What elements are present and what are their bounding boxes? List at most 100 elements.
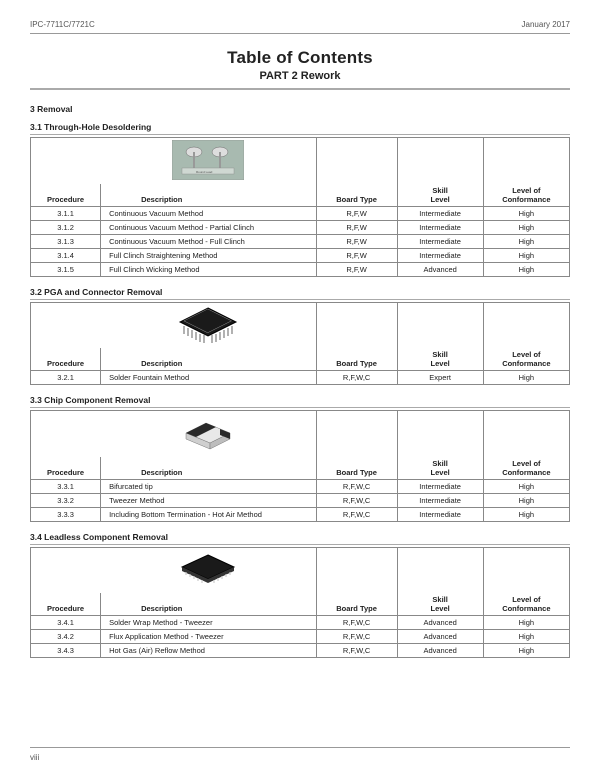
table-row: 3.2.1Solder Fountain MethodR,F,W,CExpert…: [31, 371, 570, 385]
col-description-header: Description: [101, 348, 317, 371]
col-boardtype-header: Board Type: [316, 348, 397, 371]
table-row: 3.1.1Continuous Vacuum MethodR,F,WInterm…: [31, 206, 570, 220]
col-description-header: Description: [101, 593, 317, 616]
cell-conformance: High: [483, 479, 569, 493]
page-header: IPC-7711C/7721C January 2017: [30, 20, 570, 34]
cell-procedure: 3.3.3: [31, 507, 101, 521]
col-procedure-header: Procedure: [31, 593, 101, 616]
chip-icon: [101, 411, 317, 457]
col-conformance-header: Level ofConformance: [483, 184, 569, 207]
cell-boardtype: R,F,W,C: [316, 616, 397, 630]
procedure-table: ProcedureDescriptionBoard TypeSkillLevel…: [30, 137, 570, 277]
cell-description: Bifurcated tip: [101, 479, 317, 493]
cell-skill: Expert: [397, 371, 483, 385]
tables-container: 3.1 Through-Hole DesolderingProcedureDes…: [30, 122, 570, 658]
subsection-heading: 3.4 Leadless Component Removal: [30, 532, 570, 545]
cell-skill: Advanced: [397, 262, 483, 276]
col-description-header: Description: [101, 184, 317, 207]
col-description-header: Description: [101, 457, 317, 480]
table-row: 3.3.1Bifurcated tipR,F,W,CIntermediateHi…: [31, 479, 570, 493]
cell-procedure: 3.1.4: [31, 248, 101, 262]
cell-description: Solder Wrap Method - Tweezer: [101, 616, 317, 630]
cell-boardtype: R,F,W: [316, 220, 397, 234]
cell-conformance: High: [483, 371, 569, 385]
page-subtitle: PART 2 Rework: [30, 70, 570, 82]
col-skill-header: SkillLevel: [397, 348, 483, 371]
cell-skill: Intermediate: [397, 507, 483, 521]
subsection-heading: 3.1 Through-Hole Desoldering: [30, 122, 570, 135]
leadless-icon: [101, 547, 317, 593]
table-row: 3.4.3Hot Gas (Air) Reflow MethodR,F,W,CA…: [31, 644, 570, 658]
cell-boardtype: R,F,W,C: [316, 507, 397, 521]
table-row: 3.1.3Continuous Vacuum Method - Full Cli…: [31, 234, 570, 248]
col-skill-header: SkillLevel: [397, 593, 483, 616]
cell-boardtype: R,F,W,C: [316, 644, 397, 658]
cell-description: Including Bottom Termination - Hot Air M…: [101, 507, 317, 521]
col-conformance-header: Level ofConformance: [483, 593, 569, 616]
col-skill-header: SkillLevel: [397, 184, 483, 207]
table-row: 3.4.2Flux Application Method - TweezerR,…: [31, 630, 570, 644]
cell-conformance: High: [483, 248, 569, 262]
cell-skill: Intermediate: [397, 220, 483, 234]
cell-boardtype: R,F,W,C: [316, 371, 397, 385]
cell-procedure: 3.1.1: [31, 206, 101, 220]
col-boardtype-header: Board Type: [316, 184, 397, 207]
cell-boardtype: R,F,W: [316, 234, 397, 248]
cell-conformance: High: [483, 262, 569, 276]
cell-skill: Advanced: [397, 644, 483, 658]
cell-boardtype: R,F,W,C: [316, 630, 397, 644]
cell-boardtype: R,F,W: [316, 262, 397, 276]
cell-conformance: High: [483, 616, 569, 630]
procedure-table: ProcedureDescriptionBoard TypeSkillLevel…: [30, 410, 570, 522]
col-procedure-header: Procedure: [31, 457, 101, 480]
cell-procedure: 3.4.1: [31, 616, 101, 630]
cell-skill: Intermediate: [397, 493, 483, 507]
table-row: 3.1.5Full Clinch Wicking MethodR,F,WAdva…: [31, 262, 570, 276]
cell-description: Hot Gas (Air) Reflow Method: [101, 644, 317, 658]
cell-conformance: High: [483, 206, 569, 220]
cell-procedure: 3.1.3: [31, 234, 101, 248]
cell-description: Continuous Vacuum Method - Full Clinch: [101, 234, 317, 248]
cell-skill: Intermediate: [397, 479, 483, 493]
subsection-heading: 3.2 PGA and Connector Removal: [30, 287, 570, 300]
cell-skill: Advanced: [397, 630, 483, 644]
cell-boardtype: R,F,W: [316, 248, 397, 262]
title-block: Table of Contents PART 2 Rework: [30, 48, 570, 82]
table-row: 3.1.4Full Clinch Straightening MethodR,F…: [31, 248, 570, 262]
cell-procedure: 3.2.1: [31, 371, 101, 385]
cell-description: Continuous Vacuum Method - Partial Clinc…: [101, 220, 317, 234]
cell-procedure: 3.3.1: [31, 479, 101, 493]
title-rule: [30, 88, 570, 90]
table-row: 3.4.1Solder Wrap Method - TweezerR,F,W,C…: [31, 616, 570, 630]
cell-procedure: 3.4.3: [31, 644, 101, 658]
cell-conformance: High: [483, 507, 569, 521]
cell-description: Flux Application Method - Tweezer: [101, 630, 317, 644]
col-boardtype-header: Board Type: [316, 457, 397, 480]
procedure-table: ProcedureDescriptionBoard TypeSkillLevel…: [30, 302, 570, 386]
col-boardtype-header: Board Type: [316, 593, 397, 616]
page-title: Table of Contents: [30, 48, 570, 68]
cell-conformance: High: [483, 234, 569, 248]
cell-description: Continuous Vacuum Method: [101, 206, 317, 220]
table-row: 3.3.3Including Bottom Termination - Hot …: [31, 507, 570, 521]
pga-icon: [101, 302, 317, 348]
table-row: 3.1.2Continuous Vacuum Method - Partial …: [31, 220, 570, 234]
col-skill-header: SkillLevel: [397, 457, 483, 480]
cell-boardtype: R,F,W: [316, 206, 397, 220]
doc-id: IPC-7711C/7721C: [30, 20, 95, 29]
table-row: 3.3.2Tweezer MethodR,F,W,CIntermediateHi…: [31, 493, 570, 507]
cell-skill: Intermediate: [397, 206, 483, 220]
cell-skill: Intermediate: [397, 248, 483, 262]
cell-conformance: High: [483, 630, 569, 644]
cell-procedure: 3.1.2: [31, 220, 101, 234]
cell-skill: Intermediate: [397, 234, 483, 248]
footer-rule: [30, 747, 570, 748]
cell-conformance: High: [483, 644, 569, 658]
col-procedure-header: Procedure: [31, 184, 101, 207]
page-number: viii: [30, 753, 39, 762]
cell-skill: Advanced: [397, 616, 483, 630]
cell-procedure: 3.3.2: [31, 493, 101, 507]
cell-procedure: 3.4.2: [31, 630, 101, 644]
through-hole-icon: [101, 138, 317, 184]
procedure-table: ProcedureDescriptionBoard TypeSkillLevel…: [30, 547, 570, 659]
